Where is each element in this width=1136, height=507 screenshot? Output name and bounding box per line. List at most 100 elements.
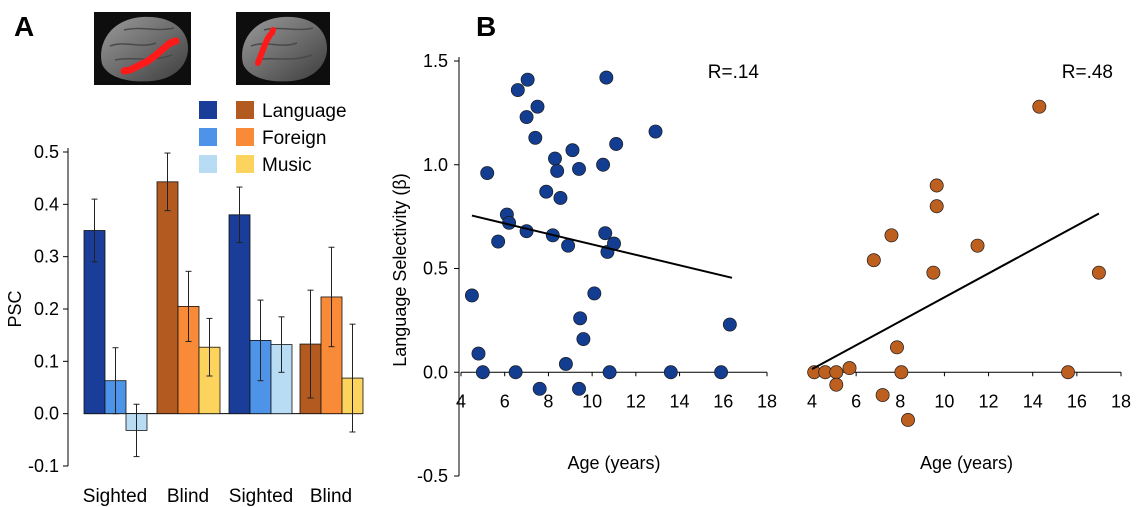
scatter-point (475, 365, 490, 380)
scatter-point (550, 164, 565, 178)
scatter-x-tick-label: 14 (1023, 391, 1043, 411)
scatter-x-tick-label: 6 (500, 391, 510, 411)
scatter-point (520, 72, 535, 87)
scatter-point (875, 388, 890, 403)
regression-line (811, 212, 1100, 371)
scatter-point (558, 357, 573, 371)
legend-swatch (199, 155, 217, 173)
bar-y-tick-label: -0.1 (28, 456, 59, 476)
scatter-point (894, 365, 909, 380)
scatter-y-tick-label: 1.5 (423, 51, 448, 71)
legend-swatch (236, 101, 254, 119)
legend-label: Music (262, 155, 312, 176)
scatter-point (598, 226, 613, 241)
scatter-point (561, 238, 576, 253)
legend-swatch (236, 155, 254, 173)
brain-image-left (94, 12, 191, 85)
legend-item: Foreign (199, 128, 326, 149)
scatter-point (480, 166, 495, 180)
scatter-point (471, 346, 486, 361)
correlation-label: R=.48 (1062, 62, 1113, 83)
scatter-point (1091, 265, 1106, 280)
scatter-point (510, 83, 525, 98)
legend-swatch (236, 128, 254, 146)
scatter-x-tick-label: 10 (582, 391, 602, 411)
scatter-point (532, 381, 547, 396)
scatter-point (884, 228, 899, 243)
scatter-point (842, 361, 857, 376)
scatter-y-tick-label: -0.5 (417, 466, 448, 486)
scatter-y-tick-label: 0.5 (423, 259, 448, 279)
bar-group-label: Sighted (229, 486, 293, 507)
bar-group: Sighted (228, 186, 293, 507)
scatter-x-tick-label: 4 (456, 391, 466, 411)
scatter-y-tick-label: 1.0 (423, 155, 448, 175)
bar-y-tick-label: 0.5 (34, 142, 59, 162)
scatter-point (572, 381, 586, 396)
scatter-x-tick-label: 4 (807, 391, 817, 411)
bar-group-label: Blind (310, 486, 352, 507)
bar-group: Blind (156, 152, 221, 507)
scatter-point (576, 332, 591, 346)
bar-y-tick-label: 0.3 (34, 247, 59, 267)
scatter-point (901, 413, 915, 427)
scatter-y-axis-title: Language Selectivity (β) (390, 173, 410, 366)
scatter-x-tick-label: 14 (670, 391, 690, 411)
brain-image-right (236, 12, 330, 85)
bar-y-tick-label: 0.4 (34, 194, 59, 214)
bar (156, 181, 179, 415)
scatter-x-tick-label: 16 (713, 391, 733, 411)
scatter-point (553, 190, 568, 205)
legend-swatch (199, 128, 217, 146)
legend-label: Language (262, 101, 347, 122)
bar (228, 214, 251, 415)
scatter-point (609, 137, 624, 151)
scatter-point (929, 178, 944, 193)
scatter-x-tick-label: 18 (757, 391, 777, 411)
scatter-point (602, 365, 617, 380)
scatter-x-axis-title: Age (years) (567, 453, 660, 473)
scatter-point (587, 286, 602, 301)
scatter-point (829, 365, 844, 380)
scatter-point (565, 143, 580, 158)
bar-group: Blind (299, 246, 364, 507)
scatter-point (1061, 365, 1075, 380)
scatter-panel-sighted: 1.5 1.0 0.5 0.0 -0.5 Language Selectivity (β)… (390, 51, 777, 486)
scatter-x-tick-label: 6 (851, 391, 861, 411)
scatter-point (530, 99, 545, 114)
scatter-panel-blind: 4 6 8 10 12 14 16 18 Age (years) R=.48 (807, 62, 1131, 473)
bar-group-label: Sighted (83, 486, 147, 507)
bar-y-axis-title: PSC (5, 290, 25, 327)
scatter-x-tick-label: 16 (1067, 391, 1087, 411)
scatter-x-tick-label: 12 (979, 391, 999, 411)
scatter-point (508, 365, 523, 380)
scatter-point (929, 199, 944, 214)
scatter-point (1032, 99, 1047, 114)
scatter-x-tick-label: 12 (626, 391, 646, 411)
bar-legend: Language Foreign Music (199, 101, 347, 176)
scatter-point (714, 365, 729, 380)
scatter-point (548, 151, 562, 166)
scatter-point (464, 288, 479, 303)
scatter-point (572, 161, 586, 176)
scatter-point (491, 234, 506, 249)
bar-groups: Sighted Blind Sighted Blind (83, 152, 364, 507)
scatter-y-tick-label: 0.0 (423, 362, 448, 382)
scatter-point (970, 238, 985, 253)
scatter-point (528, 130, 543, 145)
scatter-point (599, 70, 614, 85)
legend-label: Foreign (262, 128, 326, 149)
scatter-point (722, 317, 737, 332)
bar-y-tick-label: 0.2 (34, 299, 59, 319)
bar-chart-panel: Language Foreign Music 0.5 0.4 0.3 0.2 0.1 0.0 -… (5, 101, 364, 507)
legend-item: Language (199, 101, 347, 122)
scatter-x-tick-label: 10 (934, 391, 954, 411)
scatter-point (648, 124, 663, 139)
legend-item: Music (199, 155, 312, 176)
scatter-point (663, 365, 678, 380)
scatter-x-tick-label: 8 (895, 391, 905, 411)
scatter-point (926, 265, 941, 280)
correlation-label: R=.14 (708, 62, 760, 83)
scatter-point (519, 110, 534, 124)
